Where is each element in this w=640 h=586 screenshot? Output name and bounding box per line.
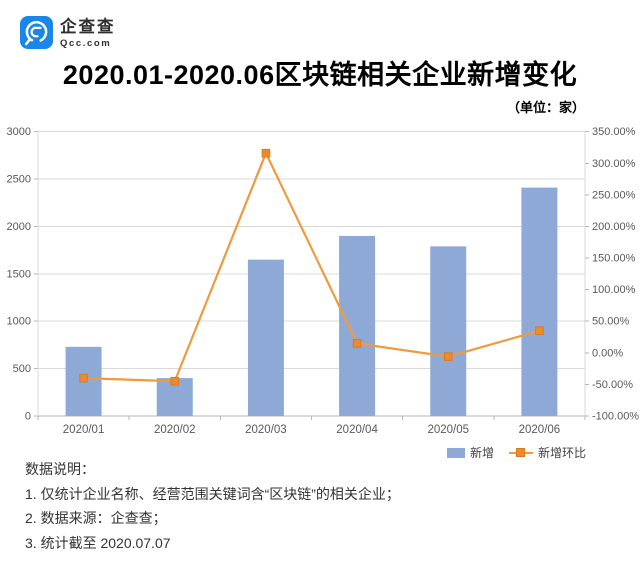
right-axis-tick-label: 200.00%	[592, 221, 636, 233]
qcc-logo-icon	[20, 16, 53, 49]
right-axis-tick-label: 250.00%	[592, 189, 636, 201]
legend-label-line-series: 新增环比	[537, 446, 586, 460]
note-line-1: 1. 仅统计企业名称、经营范围关键词含“区块链”的相关企业；	[25, 485, 400, 502]
x-axis-label: 2020/02	[154, 424, 196, 436]
notes-heading: 数据说明：	[25, 461, 95, 477]
line-marker-2020/01	[79, 373, 88, 383]
x-axis-label: 2020/05	[427, 424, 469, 436]
bar-2020/05	[430, 246, 467, 416]
x-axis-label: 2020/03	[245, 424, 287, 436]
line-series-path	[83, 152, 540, 383]
logo-domain-name: Qcc.com	[60, 38, 112, 49]
right-axis-tick-label: -50.00%	[592, 379, 633, 391]
bar-2020/04	[339, 235, 376, 416]
line-marker-2020/04	[352, 339, 362, 348]
right-axis-tick-label: 50.00%	[592, 316, 630, 328]
line-marker-2020/02	[170, 376, 180, 386]
left-axis-tick-label: 1000	[7, 316, 31, 328]
right-axis-tick-label: 300.00%	[592, 158, 636, 170]
logo-text: 企查查 Qcc.com	[60, 16, 116, 49]
bar-2020/03	[247, 259, 284, 416]
bar-2020/06	[521, 187, 558, 416]
right-axis-tick-label: 350.00%	[592, 126, 636, 138]
left-axis-tick-label: 1500	[7, 268, 31, 280]
chart-title: 2020.01-2020.06区块链相关企业新增变化	[62, 60, 578, 90]
logo-brand-name: 企查查	[60, 18, 116, 36]
right-axis-tick-label: 0.00%	[592, 347, 623, 359]
left-axis-tick-label: 0	[25, 411, 31, 423]
x-axis-label: 2020/06	[519, 424, 561, 436]
note-line-3: 3. 统计截至 2020.07.07	[25, 534, 171, 551]
left-axis-tick-label: 3000	[7, 126, 31, 138]
right-axis-tick-label: -100.00%	[592, 411, 639, 423]
x-axis-label: 2020/04	[336, 424, 378, 436]
note-line-2: 2. 数据来源：企查查；	[25, 510, 167, 526]
left-axis-tick-label: 500	[13, 363, 31, 375]
right-axis-tick-label: 100.00%	[592, 284, 636, 296]
left-axis-tick-label: 2500	[7, 174, 31, 186]
line-marker-2020/06	[535, 326, 544, 336]
unit-label: （单位：家）	[506, 100, 585, 115]
left-axis-tick-label: 2000	[7, 221, 31, 233]
line-marker-2020/03	[261, 148, 271, 158]
chart-legend: 新增 新增环比	[446, 444, 586, 461]
line-marker-2020/05	[443, 352, 453, 361]
chart-svg: 0 500 1000 1500 2000 2500 3000 -100.00% -50.00% 0…	[7, 126, 640, 436]
bar-series-swatch-icon	[446, 447, 465, 458]
legend-item-line-series: 新增环比	[508, 444, 586, 461]
line-series-swatch-icon	[508, 448, 533, 457]
qcc-logo: 企查查 Qcc.com	[20, 16, 116, 49]
x-axis-label: 2020/01	[63, 424, 105, 436]
notes-block: 数据说明： 1. 仅统计企业名称、经营范围关键词含“区块链”的相关企业； 2. …	[25, 457, 400, 555]
legend-item-bar-series: 新增	[446, 444, 494, 461]
legend-label-bar-series: 新增	[469, 446, 494, 460]
right-axis-tick-label: 150.00%	[592, 253, 636, 265]
